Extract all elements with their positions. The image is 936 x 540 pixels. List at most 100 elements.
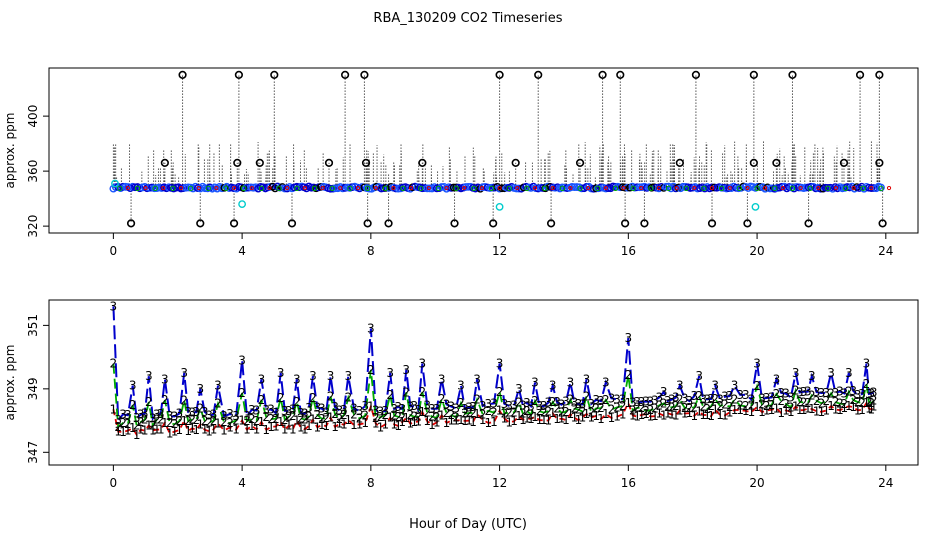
series-3-marker: 3 [822, 386, 830, 400]
series-1-marker: 1 [214, 416, 222, 430]
series-3-marker: 3 [402, 363, 410, 377]
series-3-marker: 3 [865, 387, 873, 401]
series-2-marker: 2 [314, 408, 322, 422]
series-3-marker: 3 [613, 392, 621, 406]
series-3-marker: 3 [608, 391, 616, 405]
series-1-marker: 1 [248, 419, 256, 433]
series-2-marker: 2 [638, 401, 646, 415]
series-3-marker: 3 [870, 385, 878, 399]
series-3-marker: 3 [141, 407, 149, 421]
series-3-marker: 3 [129, 379, 137, 393]
series-3-marker: 3 [496, 356, 504, 370]
series-1-marker: 1 [490, 415, 498, 429]
series-1-marker: 1 [505, 416, 513, 430]
series-2-marker: 2 [690, 400, 698, 414]
series-1-marker: 1 [832, 403, 840, 417]
series-2-marker: 2 [390, 408, 398, 422]
series-2-marker: 2 [642, 404, 650, 418]
baseline-green-point [488, 185, 495, 192]
baseline-red-point [621, 185, 626, 191]
baseline-red-point [568, 185, 573, 191]
series-1-marker: 1 [345, 413, 353, 427]
series-3-marker: 3 [171, 409, 179, 423]
series-3-marker: 3 [510, 399, 518, 413]
baseline-red-point [462, 185, 467, 191]
series-2-marker: 2 [119, 416, 127, 430]
spike-high-point [341, 70, 350, 79]
spike-low-point [546, 219, 556, 228]
series-2-marker: 2 [695, 389, 703, 403]
spike-high-point [360, 70, 369, 79]
series-2-marker: 2 [238, 386, 246, 400]
baseline-red-point [355, 185, 361, 191]
series-3-marker: 3 [602, 376, 610, 390]
series-3-marker: 3 [361, 399, 369, 413]
series-1-marker: 1 [289, 422, 297, 436]
x-tick-label: 4 [238, 476, 246, 490]
series-1-marker: 1 [433, 415, 441, 429]
series-3-marker: 3 [423, 398, 431, 412]
baseline-green-point [258, 185, 265, 192]
series-3-marker: 3 [119, 407, 127, 421]
series-1-marker: 1 [523, 412, 531, 426]
spike-low-point [450, 219, 459, 228]
series-2-marker: 2 [655, 398, 663, 412]
series-1-marker: 1 [157, 422, 165, 436]
baseline-point [201, 184, 209, 193]
series-2-marker: 2 [822, 394, 830, 408]
series-2-marker: 2 [149, 419, 157, 433]
series-1-marker: 1 [868, 403, 876, 417]
baseline-green-point [471, 185, 477, 192]
series-3-marker: 3 [763, 391, 771, 405]
series-3-marker: 3 [544, 396, 552, 410]
baseline-red-point [285, 185, 290, 191]
series-3-marker: 3 [377, 405, 385, 419]
series-1-marker: 1 [114, 425, 122, 439]
series-3-marker: 3 [748, 392, 756, 406]
spike-high-point [234, 70, 243, 79]
series-3-marker: 3 [726, 389, 734, 403]
spike-low-point [804, 219, 813, 228]
series-1-marker: 1 [438, 408, 446, 422]
spike-mid-point [749, 158, 758, 167]
series-2-marker: 2 [293, 395, 301, 409]
series-2-marker: 2 [858, 396, 866, 410]
baseline-green-point [736, 185, 743, 192]
series-3-marker: 3 [845, 366, 853, 380]
spike-low-point [287, 219, 297, 228]
series-2-marker: 2 [496, 385, 504, 399]
series-1-marker: 1 [863, 396, 871, 410]
series-3-marker: 3 [133, 411, 141, 425]
series-1-marker: 1 [485, 416, 493, 430]
series-3-marker: 3 [390, 402, 398, 416]
baseline-red-point [143, 185, 148, 191]
series-1-marker: 1 [711, 403, 719, 417]
baseline-red-point [161, 185, 166, 191]
series-2-marker: 2 [792, 384, 800, 398]
series-3-marker: 3 [258, 372, 266, 386]
series-1-marker: 1 [205, 424, 213, 438]
y-axis-label: approx. ppm [3, 345, 17, 421]
series-1-marker: 1 [777, 406, 785, 420]
series-1-marker: 1 [763, 403, 771, 417]
y-tick-label: 320 [26, 215, 40, 238]
baseline-green-point [347, 185, 353, 192]
baseline-red-point [391, 185, 396, 191]
series-3-marker: 3 [818, 386, 826, 400]
series-1-marker: 1 [267, 420, 275, 434]
series-2-marker: 2 [523, 404, 531, 418]
series-3-marker: 3 [787, 390, 795, 404]
series-2-marker: 2 [248, 412, 256, 426]
series-1-marker: 1 [386, 411, 394, 425]
series-3-marker: 3 [406, 399, 414, 413]
series-1-marker: 1 [272, 419, 280, 433]
series-2-marker: 2 [129, 398, 137, 412]
spike-low-point [621, 219, 630, 228]
series-2-marker: 2 [479, 407, 487, 421]
series-2-marker: 2 [782, 397, 790, 411]
baseline-point [604, 184, 613, 193]
series-2-marker: 2 [553, 401, 561, 415]
baseline-red-point [373, 185, 378, 191]
series-3-marker: 3 [858, 387, 866, 401]
series-2-marker: 2 [161, 393, 169, 407]
